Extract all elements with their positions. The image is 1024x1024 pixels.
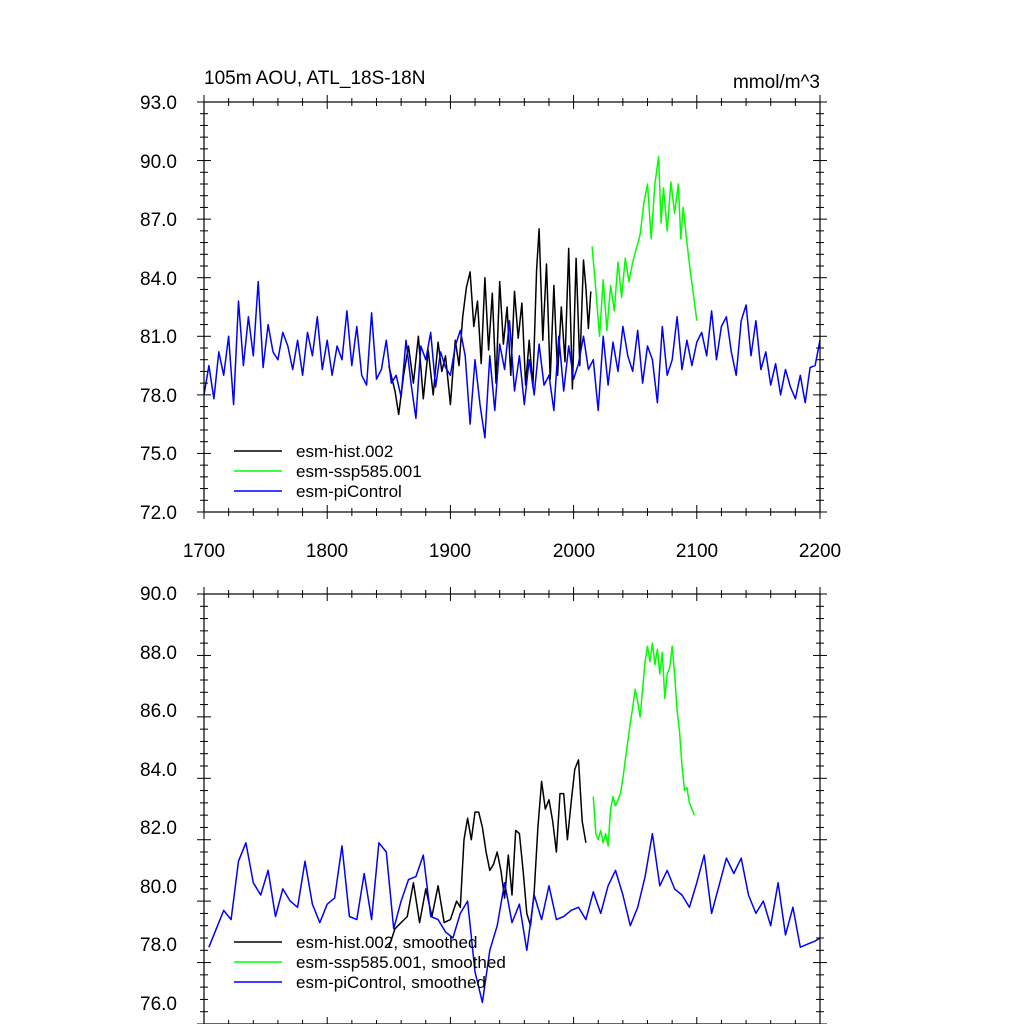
top-ytick-label: 72.0 [140,503,177,524]
bottom-legend: esm-hist.002, smoothed esm-ssp585.001, s… [234,933,506,992]
legend-label-hist-smoothed: esm-hist.002, smoothed [296,933,477,952]
top-panel: 105m AOU, ATL_18S-18N mmol/m^3 72.0 75.0… [140,68,841,562]
bottom-ytick-label: 82.0 [140,818,177,839]
top-title: 105m AOU, ATL_18S-18N [204,68,425,89]
bottom-ytick-label: 86.0 [140,701,177,722]
legend-label-ssp585-smoothed: esm-ssp585.001, smoothed [296,953,506,972]
legend-label-ssp585: esm-ssp585.001 [296,462,422,481]
bottom-ytick-label: 90.0 [140,584,177,605]
top-legend: esm-hist.002 esm-ssp585.001 esm-piContro… [234,442,422,501]
top-series-group [203,155,821,439]
top-series-esm-picontrol [203,280,821,439]
bottom-series-esm-picontrol-smoothed [208,832,821,1004]
top-plot-frame [203,101,821,513]
top-ytick-label: 90.0 [140,152,177,173]
legend-label-picontrol-smoothed: esm-piControl, smoothed [296,973,486,992]
bottom-ytick-label: 80.0 [140,877,177,898]
top-xtick-label: 2200 [799,541,841,562]
bottom-series-esm-hist-002-smoothed [388,759,587,948]
top-xtick-label: 2000 [553,541,595,562]
bottom-series-group [208,642,821,1004]
top-ytick-label: 87.0 [140,210,177,231]
bottom-ytick-label: 78.0 [140,935,177,956]
top-ytick-label: 81.0 [140,327,177,348]
top-ytick-label: 93.0 [140,93,177,114]
bottom-series-esm-ssp585-001-smoothed [592,642,695,847]
bottom-axis-ticks [197,587,827,1024]
legend-label-hist: esm-hist.002 [296,442,393,461]
top-ytick-label: 75.0 [140,444,177,465]
bottom-plot-frame [203,593,821,1024]
bottom-ytick-label: 76.0 [140,994,177,1015]
top-axis-ticks [197,95,827,519]
top-xtick-label: 1700 [183,541,225,562]
top-series-esm-ssp585-001 [591,155,698,338]
top-ytick-label: 84.0 [140,269,177,290]
top-xtick-label: 1800 [306,541,348,562]
bottom-panel: 76.0 78.0 80.0 82.0 84.0 86.0 88.0 90.0 … [140,584,827,1024]
top-xtick-label: 1900 [429,541,471,562]
bottom-ytick-label: 84.0 [140,760,177,781]
bottom-ytick-label: 88.0 [140,643,177,664]
top-series-esm-hist-002 [388,228,592,416]
legend-label-picontrol: esm-piControl [296,482,402,501]
top-ytick-label: 78.0 [140,386,177,407]
top-xtick-label: 2100 [676,541,718,562]
top-units: mmol/m^3 [733,72,820,93]
